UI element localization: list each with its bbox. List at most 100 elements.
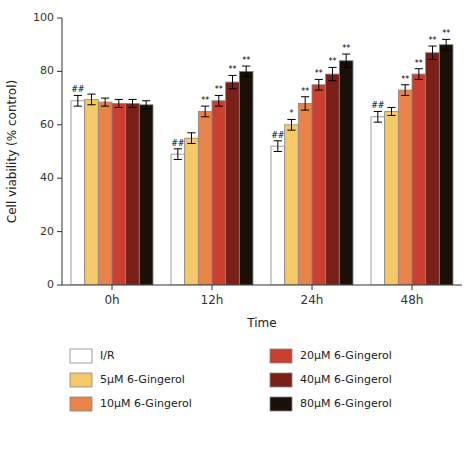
bar [326,74,340,285]
y-tick [57,124,62,125]
error-cap [274,151,282,152]
error-cap [428,46,436,47]
legend-label: 10μM 6-Gingerol [100,397,192,410]
error-bar [428,46,436,59]
error-cap [401,84,409,85]
legend-label: 20μM 6-Gingerol [300,349,392,362]
error-cap [374,111,382,112]
error-bar [274,141,282,152]
bar [71,101,85,285]
bar [312,85,326,285]
annotation: ** [301,87,309,96]
error-cap [415,79,423,80]
y-tick [57,231,62,232]
error-cap [315,90,323,91]
error-cap [115,99,123,100]
error-line [305,97,306,110]
annotation: ** [201,96,209,105]
error-line [432,46,433,59]
error-cap [315,79,323,80]
error-line [277,141,278,152]
error-line [91,94,92,105]
error-bar [187,133,195,144]
bar [171,154,185,285]
annotation: ** [215,85,223,94]
y-tick-label: 60 [40,118,54,131]
annotation: ## [71,85,85,94]
y-tick-label: 0 [47,278,54,291]
bar [126,103,140,285]
error-cap [228,88,236,89]
error-cap [242,76,250,77]
legend-swatch [70,349,92,363]
error-cap [274,140,282,141]
error-line [118,99,119,107]
bar [271,146,285,285]
error-line [232,75,233,88]
legend-label: I/R [100,349,115,362]
legend-swatch [270,397,292,411]
error-cap [215,106,223,107]
error-cap [201,116,209,117]
error-cap [74,106,82,107]
bar [139,105,153,285]
annotation: * [290,109,294,118]
annotation: ** [429,36,437,45]
error-line [391,107,392,115]
error-cap [442,50,450,51]
x-axis-label: Time [246,316,276,330]
y-tick [57,71,62,72]
bar [298,103,312,285]
error-line [377,111,378,122]
error-cap [115,107,123,108]
error-bar [415,69,423,80]
x-axis: 0h12h24h48h [62,285,462,307]
error-line [205,106,206,117]
error-cap [101,106,109,107]
legend-label: 40μM 6-Gingerol [300,373,392,386]
bar [339,61,353,285]
error-bar [342,54,350,67]
annotation: ** [401,75,409,84]
error-line [191,133,192,144]
error-line [318,79,319,90]
error-cap [328,67,336,68]
x-tick-label: 24h [301,293,324,307]
error-line [332,67,333,80]
y-tick-label: 80 [40,64,54,77]
error-cap [287,119,295,120]
x-tick-label: 0h [104,293,119,307]
error-bar [115,99,123,107]
error-cap [215,95,223,96]
y-axis: 020406080100 [33,11,62,291]
x-tick [412,285,413,290]
legend-label: 5μM 6-Gingerol [100,373,185,386]
error-line [291,119,292,130]
annotation: ** [242,56,250,65]
legend-label: 80μM 6-Gingerol [300,397,392,410]
annotation: ## [171,139,185,148]
error-cap [301,96,309,97]
error-cap [201,106,209,107]
bar [198,111,212,285]
legend-swatch [270,373,292,387]
y-axis-line [62,18,63,285]
annotation: ## [271,131,285,140]
legend-swatch [70,397,92,411]
error-bar [401,85,409,96]
x-tick [212,285,213,290]
error-cap [374,122,382,123]
bar [112,103,126,285]
error-cap [342,67,350,68]
error-bar [174,149,182,160]
bar [426,53,440,285]
bars [71,39,453,285]
error-line [405,85,406,96]
annotation: ** [342,44,350,53]
error-bar [315,79,323,90]
error-bar [101,98,109,106]
annotation: ** [442,29,450,38]
x-tick-label: 48h [401,293,424,307]
annotation: ** [315,69,323,78]
bar [212,101,226,285]
